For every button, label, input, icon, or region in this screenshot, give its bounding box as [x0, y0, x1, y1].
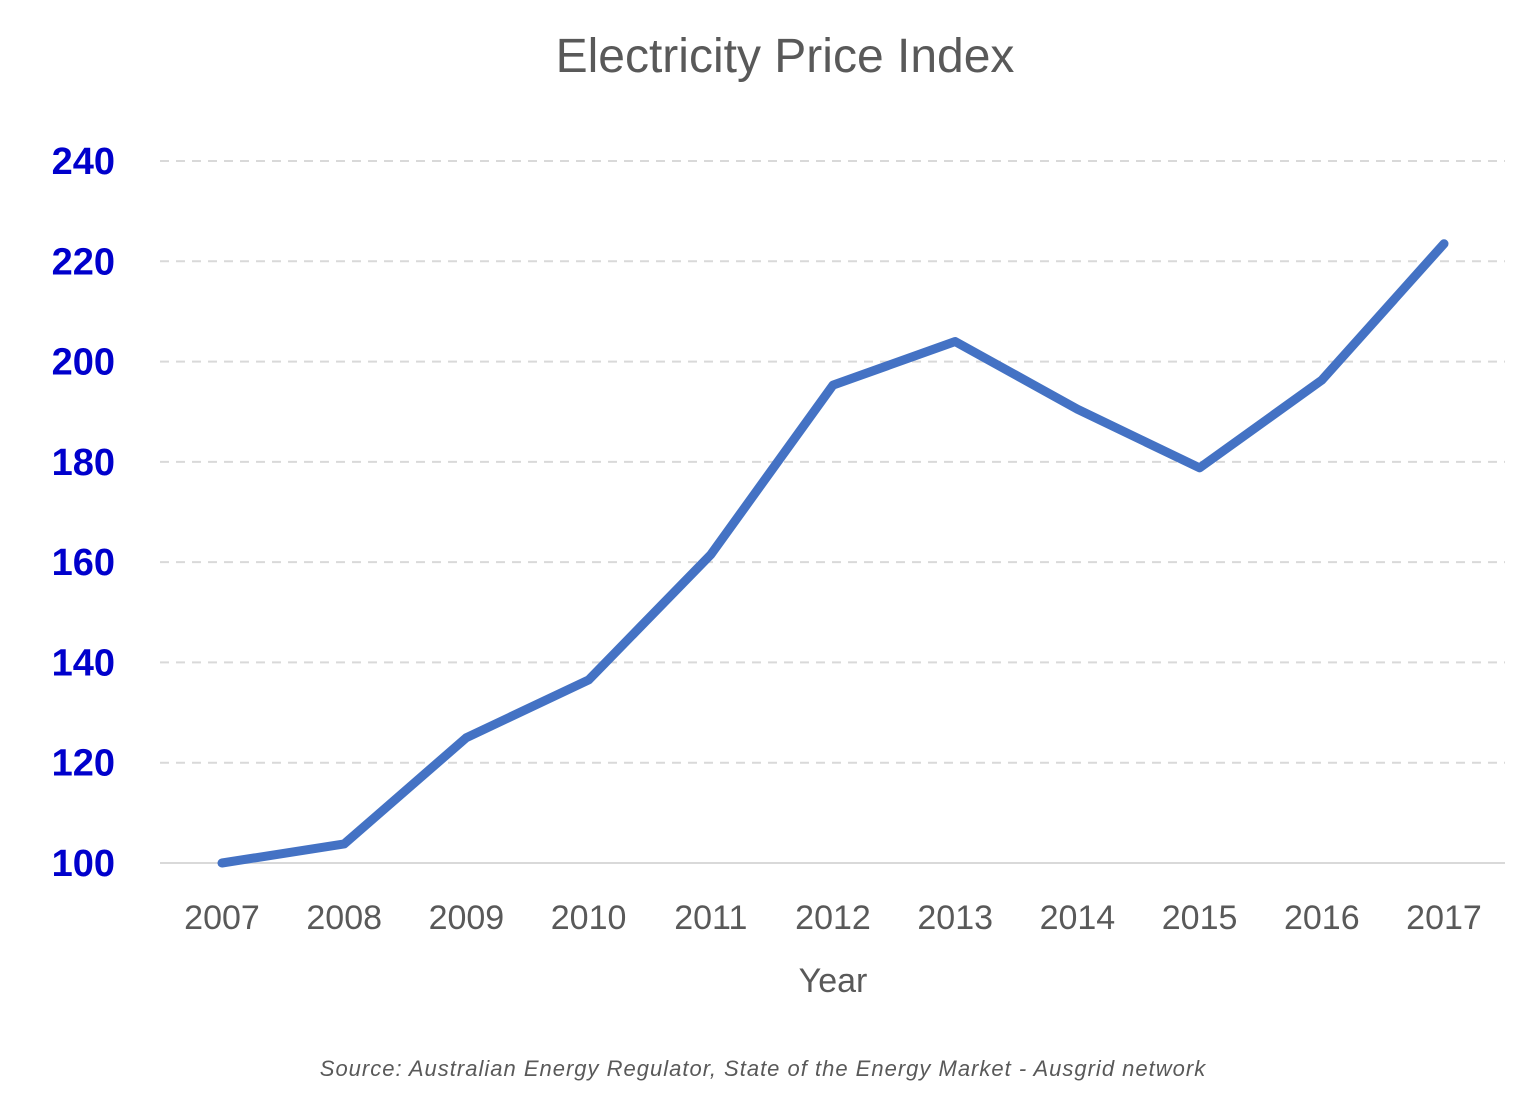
y-tick-label-180: 180	[52, 442, 115, 484]
data-point-2015	[1199, 467, 1201, 469]
data-point-2011	[710, 554, 712, 556]
data-point-2010	[588, 679, 590, 681]
y-tick-label-120: 120	[52, 743, 115, 785]
x-axis-title: Year	[799, 962, 868, 1000]
data-point-2016	[1321, 379, 1323, 381]
data-point-2012	[832, 384, 834, 386]
y-tick-label-140: 140	[52, 642, 115, 684]
y-tick-label-200: 200	[52, 342, 115, 384]
data-point-2014	[1076, 408, 1078, 410]
x-tick-label-2013: 2013	[917, 899, 993, 937]
data-point-2008	[343, 843, 345, 845]
y-tick-label-240: 240	[52, 141, 115, 183]
data-point-2017	[1443, 243, 1445, 245]
y-tick-label-220: 220	[52, 241, 115, 283]
series-line-0	[217, 239, 1449, 868]
x-tick-label-2014: 2014	[1040, 899, 1116, 937]
data-point-2013	[954, 341, 956, 343]
source-note: Source: Australian Energy Regulator, Sta…	[320, 1056, 1206, 1081]
x-tick-label-2010: 2010	[551, 899, 627, 937]
x-tick-label-2012: 2012	[795, 899, 871, 937]
data-point-2009	[465, 737, 467, 739]
x-axis-tick-labels: 2007 2008 2009 2010 2011 2012 2013 2014 2015 2016…	[184, 899, 1482, 937]
x-tick-label-2008: 2008	[306, 899, 382, 937]
chart-title: Electricity Price Index	[556, 30, 1015, 83]
y-tick-label-100: 100	[52, 843, 115, 885]
x-tick-label-2009: 2009	[429, 899, 505, 937]
y-tick-label-160: 160	[52, 542, 115, 584]
x-tick-label-2011: 2011	[674, 899, 747, 937]
data-point-2007	[221, 862, 223, 864]
y-axis-tick-labels: 100 120 140 160 180 200 220 240	[52, 141, 115, 885]
x-tick-label-2007: 2007	[184, 899, 260, 937]
x-tick-label-2017: 2017	[1406, 899, 1482, 937]
gridlines	[160, 160, 1505, 864]
x-tick-label-2016: 2016	[1284, 899, 1360, 937]
x-tick-label-2015: 2015	[1162, 899, 1238, 937]
series-group	[217, 239, 1449, 868]
